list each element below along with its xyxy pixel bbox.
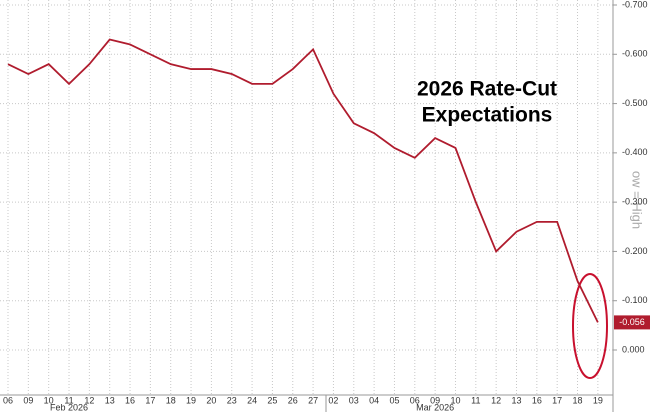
y-tick-label: -0.400	[622, 147, 648, 157]
x-tick-label: 27	[308, 395, 318, 405]
y-tick-label: -0.300	[622, 197, 648, 207]
month-label: Feb 2026	[50, 402, 88, 412]
last-value-box	[614, 315, 650, 330]
x-tick-label: 23	[227, 395, 237, 405]
y-tick-label: 0.000	[622, 344, 645, 354]
x-tick-label: 20	[206, 395, 216, 405]
x-tick-label: 06	[3, 395, 13, 405]
x-tick-label: 04	[369, 395, 379, 405]
highlight-ellipse	[572, 273, 608, 379]
y-tick-label: -0.600	[622, 49, 648, 59]
x-tick-label: 09	[23, 395, 33, 405]
y-tick-label: -0.500	[622, 98, 648, 108]
y-tick-label: -0.100	[622, 295, 648, 305]
x-tick-label: 13	[511, 395, 521, 405]
x-tick-label: 10	[44, 395, 54, 405]
y-tick-label: -0.700	[622, 0, 648, 9]
x-tick-label: 25	[267, 395, 277, 405]
y-tick-label: -0.200	[622, 246, 648, 256]
x-tick-label: 19	[593, 395, 603, 405]
x-tick-label: 17	[145, 395, 155, 405]
x-tick-label: 19	[186, 395, 196, 405]
x-tick-label: 10	[450, 395, 460, 405]
data-line	[7, 38, 599, 323]
x-tick-label: 16	[125, 395, 135, 405]
x-tick-label: 26	[288, 395, 298, 405]
month-label: Mar 2026	[416, 402, 454, 412]
chart-title: Expectations	[422, 104, 553, 127]
x-tick-label: 05	[389, 395, 399, 405]
x-tick-label: 16	[532, 395, 542, 405]
chart-title: 2026 Rate-Cut	[417, 78, 557, 101]
x-tick-label: 11	[471, 395, 480, 405]
x-tick-label: 13	[105, 395, 115, 405]
x-tick-label: 17	[552, 395, 562, 405]
x-tick-label: 18	[166, 395, 176, 405]
x-tick-label: 12	[491, 395, 501, 405]
x-tick-label: 12	[84, 395, 94, 405]
x-tick-label: 18	[573, 395, 583, 405]
x-tick-label: 02	[328, 395, 338, 405]
y-axis-title: ow = High	[630, 171, 645, 229]
x-tick-label: 03	[349, 395, 359, 405]
x-tick-label: 11	[64, 395, 73, 405]
last-value-label: -0.056	[619, 317, 645, 327]
x-tick-label: 09	[430, 395, 440, 405]
x-tick-label: 06	[410, 395, 420, 405]
x-tick-label: 24	[247, 395, 257, 405]
